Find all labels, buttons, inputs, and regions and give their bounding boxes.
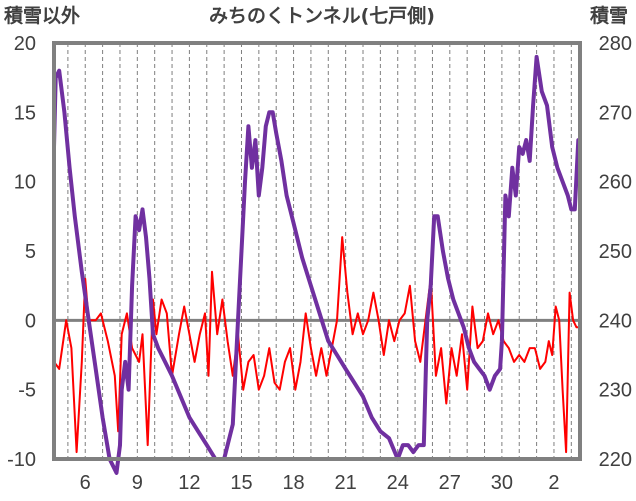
y-left-tick-label: -5 bbox=[18, 380, 36, 402]
y-left-tick-label: 15 bbox=[14, 102, 36, 124]
x-tick-label: 18 bbox=[282, 472, 304, 494]
y-left-tick-label: 0 bbox=[25, 310, 36, 332]
grid-layer bbox=[67, 43, 572, 459]
y-left-tick-label: 20 bbox=[14, 33, 36, 55]
chart-title: みちのくトンネル(七戸側) bbox=[209, 5, 435, 27]
plot-area-border bbox=[52, 41, 582, 461]
x-tick-label: 30 bbox=[491, 472, 513, 494]
x-tick-label: 24 bbox=[387, 472, 409, 494]
y-right-tick-label: 280 bbox=[599, 33, 632, 55]
y-right-tick-label: 270 bbox=[599, 102, 632, 124]
x-tick-label: 9 bbox=[132, 472, 143, 494]
y-left-tick-label: 10 bbox=[14, 172, 36, 194]
x-tick-label: 15 bbox=[230, 472, 252, 494]
y-left-tick-label: 5 bbox=[25, 241, 36, 263]
left-axis-label: 積雪以外 bbox=[4, 4, 80, 27]
right-axis-label: 積雪 bbox=[590, 4, 628, 27]
y-right-tick-label: 230 bbox=[599, 380, 632, 402]
x-tick-label: 12 bbox=[178, 472, 200, 494]
y-right-tick-label: 250 bbox=[599, 241, 632, 263]
x-tick-label: 27 bbox=[439, 472, 461, 494]
y-right-tick-label: 240 bbox=[599, 310, 632, 332]
series-layer bbox=[52, 54, 582, 475]
series-line-left-axis bbox=[53, 236, 581, 454]
x-tick-label: 6 bbox=[80, 472, 91, 494]
y-left-tick-label: -10 bbox=[7, 449, 36, 471]
x-tick-label: 21 bbox=[335, 472, 357, 494]
series-line-right-axis bbox=[52, 54, 582, 475]
y-right-tick-label: 260 bbox=[599, 172, 632, 194]
y-right-tick-label: 220 bbox=[599, 449, 632, 471]
x-tick-label: 2 bbox=[548, 472, 559, 494]
